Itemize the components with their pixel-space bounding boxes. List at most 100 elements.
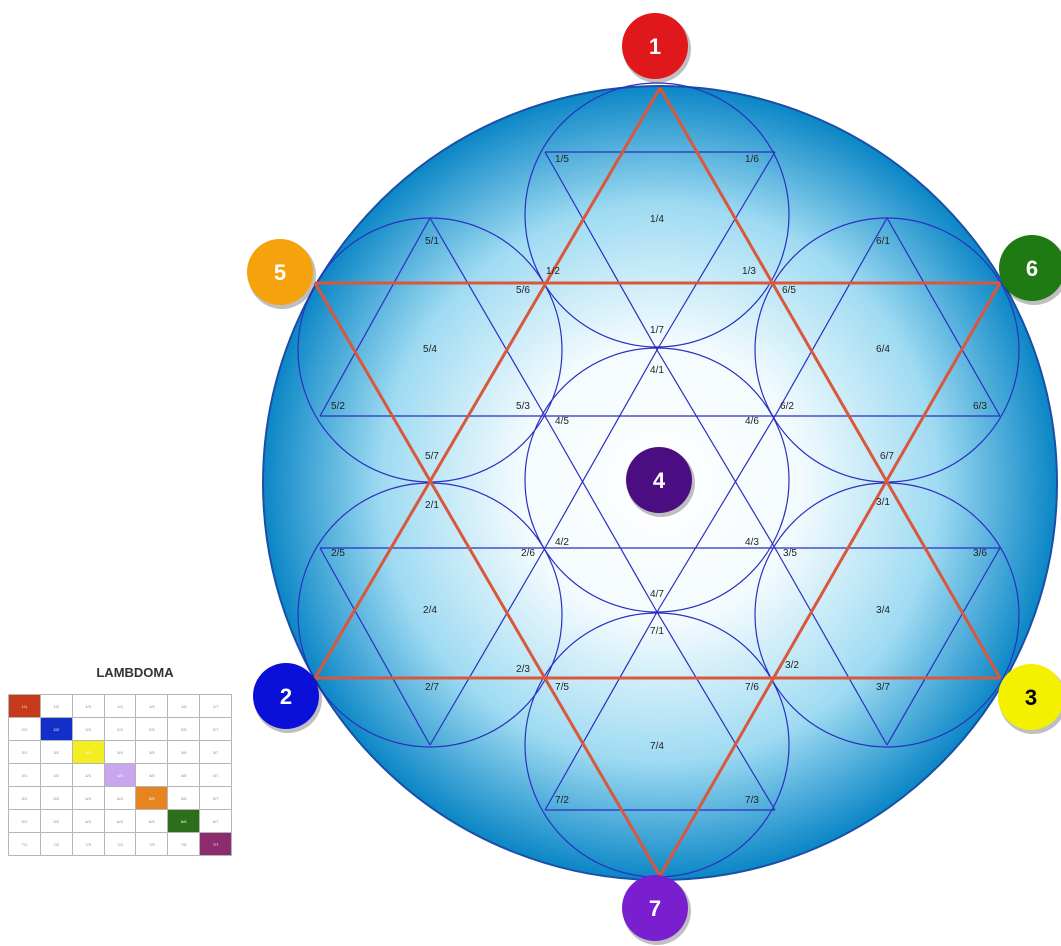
inner-line-19 — [544, 611, 658, 811]
node-4-label: 4 — [653, 468, 666, 493]
lambdoma-cell: 2/1 — [8, 717, 41, 741]
lambdoma-cell: 3/5 — [135, 740, 169, 764]
ratio-label: 1/7 — [650, 325, 664, 336]
lambdoma-cell: 6/4 — [103, 809, 137, 833]
lambdoma-cell: 3/7 — [199, 740, 232, 764]
lambdoma-cell: 1/2 — [39, 694, 73, 718]
lambdoma-cell: 6/5 — [135, 809, 169, 833]
node-2-label: 2 — [280, 684, 292, 709]
ratio-label: 5/3 — [516, 401, 530, 412]
lambdoma-cell: 4/5 — [135, 763, 169, 787]
ratio-label: 1/5 — [555, 154, 569, 165]
inner-line-18 — [886, 547, 1001, 746]
ratio-label: 5/2 — [331, 401, 345, 412]
inner-line-20 — [656, 611, 776, 811]
star-line-5 — [658, 282, 1002, 877]
node-5-label: 5 — [274, 260, 286, 285]
ratio-label: 6/3 — [973, 401, 987, 412]
lambdoma-cell: 7/4 — [103, 832, 137, 856]
lambdoma-cell: 2/6 — [167, 717, 201, 741]
ratio-label: 6/7 — [880, 451, 894, 462]
ratio-label: 4/6 — [745, 416, 759, 427]
ratio-label: 7/1 — [650, 626, 664, 637]
lambdoma-cell: 1/4 — [103, 694, 137, 718]
lambdoma-row: 4/1 4/2 4/3 4/4 4/5 4/6 4/7 — [8, 763, 232, 787]
node-7-label: 7 — [649, 896, 661, 921]
inner-line-21 — [544, 415, 658, 613]
lambdoma-cell: 4/1 — [8, 763, 41, 787]
lambdoma-cell: 2/5 — [135, 717, 169, 741]
inner-line-16 — [429, 547, 546, 746]
ratio-label: 6/2 — [780, 401, 794, 412]
ratio-label: 7/6 — [745, 682, 759, 693]
ratio-label: 7/5 — [555, 682, 569, 693]
ratio-label: 3/7 — [876, 682, 890, 693]
ratio-label: 5/7 — [425, 451, 439, 462]
node-7-circle — [622, 875, 688, 941]
inner-line-12 — [429, 217, 546, 417]
lambdoma-cell: 1/1 — [8, 694, 41, 718]
ratio-label: 2/6 — [521, 548, 535, 559]
node-2-circle — [253, 663, 319, 729]
lambdoma-cell: 3/6 — [167, 740, 201, 764]
lambdoma-cell: 3/3 — [71, 740, 105, 764]
lambdoma-cell: 5/6 — [167, 786, 201, 810]
lambdoma-cell: 4/6 — [167, 763, 201, 787]
hexagram-star — [313, 87, 1002, 877]
lambdoma-cell: 6/7 — [199, 809, 232, 833]
ratio-label: 3/1 — [876, 497, 890, 508]
lambdoma-cell: 5/2 — [39, 786, 73, 810]
lambdoma-cell: 3/2 — [39, 740, 73, 764]
lambdoma-cell: 1/5 — [135, 694, 169, 718]
ratio-label: 2/4 — [423, 605, 437, 616]
star-line-3 — [658, 87, 1002, 679]
lambdoma-cell: 5/3 — [71, 786, 105, 810]
lambdoma-cell: 5/7 — [199, 786, 232, 810]
lambdoma-row: 6/1 6/2 6/3 6/4 6/5 6/6 6/7 — [8, 809, 232, 833]
ratio-label: 4/1 — [650, 365, 664, 376]
lambdoma-cell: 4/3 — [71, 763, 105, 787]
lambdoma-cell: 6/1 — [8, 809, 41, 833]
star-line-1 — [313, 87, 662, 679]
ratio-label: 4/7 — [650, 589, 664, 600]
inner-line-9 — [544, 151, 658, 351]
lambdoma-cell: 3/1 — [8, 740, 41, 764]
node-1-circle — [622, 13, 688, 79]
node-6-circle — [999, 235, 1061, 301]
sub-circle-1 — [524, 82, 790, 348]
inner-line-10 — [656, 151, 776, 351]
inner-line-23 — [544, 349, 658, 549]
lambdoma-cell: 6/2 — [39, 809, 73, 833]
lambdoma-title: LAMBDOMA — [96, 665, 174, 680]
ratio-label: 7/3 — [745, 795, 759, 806]
lambdoma-cell: 1/7 — [199, 694, 232, 718]
star-line-6 — [313, 282, 662, 877]
inner-line-17 — [774, 547, 888, 746]
lambdoma-cell: 4/2 — [39, 763, 73, 787]
ratio-label: 1/4 — [650, 214, 664, 225]
lambdoma-cell: 7/7 — [199, 832, 232, 856]
lambdoma-grid: 1/1 1/2 1/3 1/4 1/5 1/6 1/7 2/1 2/2 2/3 2/4 2/5 2/6 2… — [8, 694, 232, 856]
ratio-label: 5/4 — [423, 344, 437, 355]
lambdoma-cell: 7/2 — [39, 832, 73, 856]
ratio-label: 6/4 — [876, 344, 890, 355]
lambdoma-cell: 4/4 — [103, 763, 137, 787]
lambdoma-cell: 2/2 — [39, 717, 73, 741]
ratio-label: 4/3 — [745, 537, 759, 548]
lambdoma-row: 1/1 1/2 1/3 1/4 1/5 1/6 1/7 — [8, 694, 232, 718]
lambdoma-cell: 6/6 — [167, 809, 201, 833]
ratio-label: 2/3 — [516, 664, 530, 675]
inner-line-13 — [774, 217, 888, 417]
lambdoma-row: 7/1 7/2 7/3 7/4 7/5 7/6 7/7 — [8, 832, 232, 856]
ratio-label: 6/5 — [782, 285, 796, 296]
node-4-circle — [626, 447, 692, 513]
ratio-label: 1/2 — [546, 266, 560, 277]
inner-triangles — [319, 151, 1001, 811]
lambdoma-cell: 1/6 — [167, 694, 201, 718]
node-3-label: 3 — [1025, 685, 1037, 710]
lambdoma-cell: 3/4 — [103, 740, 137, 764]
node-5-circle — [247, 239, 313, 305]
lambdoma-cell: 5/1 — [8, 786, 41, 810]
lambdoma-cell: 1/3 — [71, 694, 105, 718]
